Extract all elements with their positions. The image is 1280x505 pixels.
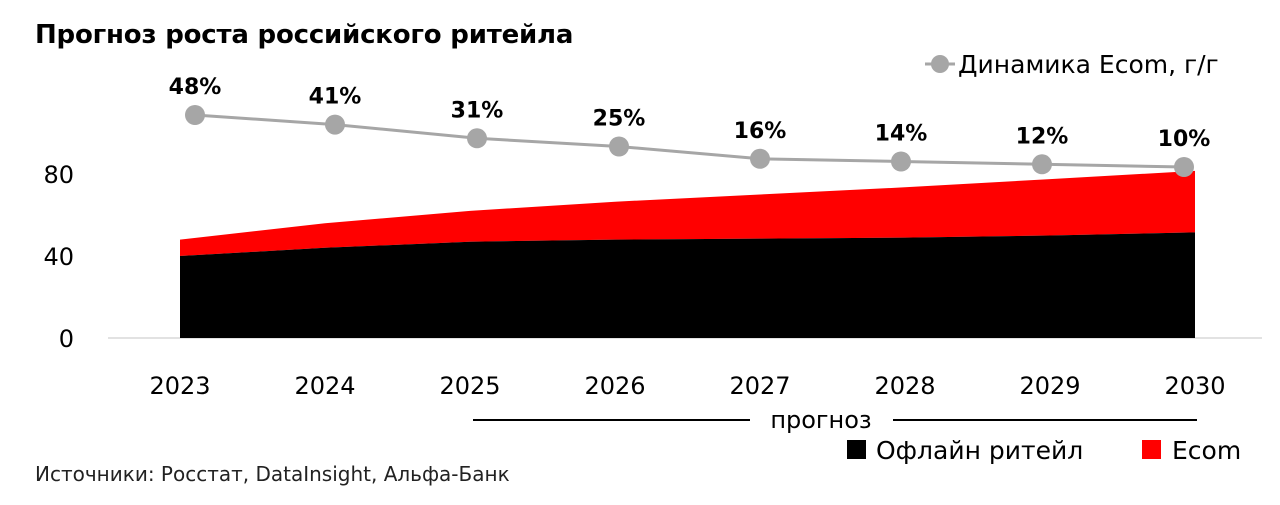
legend-dynamics-label: Динамика Ecom, г/г: [958, 50, 1219, 79]
dynamics-point: [1174, 157, 1194, 177]
forecast-label: прогноз: [770, 406, 871, 434]
legend-dynamics: Динамика Ecom, г/г: [925, 50, 1219, 79]
area-ecom: [180, 170, 1195, 256]
dynamics-point: [325, 114, 345, 135]
forecast-bracket: прогноз: [473, 406, 1197, 434]
x-tick-label: 2027: [729, 372, 790, 400]
dynamics-point: [750, 148, 770, 169]
dynamics-point: [185, 105, 205, 125]
dynamics-point: [1032, 154, 1052, 175]
legend-offline-swatch: [847, 440, 866, 459]
x-tick-label: 2026: [584, 372, 645, 400]
y-tick-label: 40: [43, 243, 74, 271]
dynamics-line: [194, 113, 1185, 169]
chart-title: Прогноз роста российского ритейла: [35, 20, 574, 50]
legend-ecom-swatch: [1142, 440, 1161, 459]
dynamics-data-label: 41%: [309, 85, 362, 110]
x-tick-label: 2025: [439, 372, 500, 400]
x-tick-label: 2028: [874, 372, 935, 400]
dynamics-data-label: 48%: [169, 75, 222, 100]
legend-dynamics-marker: [931, 55, 949, 73]
dynamics-data-label: 25%: [593, 107, 646, 132]
legend-areas: Офлайн ритейл Ecom: [847, 436, 1241, 465]
x-tick-label: 2029: [1019, 372, 1080, 400]
dynamics-point: [467, 128, 487, 149]
x-tick-label: 2024: [294, 372, 355, 400]
area-offline: [180, 232, 1195, 338]
y-tick-label: 80: [43, 161, 74, 189]
legend-ecom-label: Ecom: [1172, 436, 1241, 465]
source-note: Источники: Росстат, DataInsight, Альфа-Б…: [35, 462, 510, 486]
dynamics-point: [609, 136, 629, 157]
legend-offline-label: Офлайн ритейл: [876, 436, 1083, 465]
dynamics-data-label: 16%: [734, 119, 787, 144]
dynamics-data-label: 10%: [1158, 127, 1211, 152]
x-tick-label: 2030: [1164, 372, 1225, 400]
y-tick-label: 0: [59, 325, 74, 353]
dynamics-point: [891, 151, 911, 172]
dynamics-data-label: 31%: [451, 98, 504, 123]
dynamics-data-label: 14%: [875, 122, 928, 147]
dynamics-data-label: 12%: [1016, 124, 1069, 149]
x-tick-label: 2023: [149, 372, 210, 400]
